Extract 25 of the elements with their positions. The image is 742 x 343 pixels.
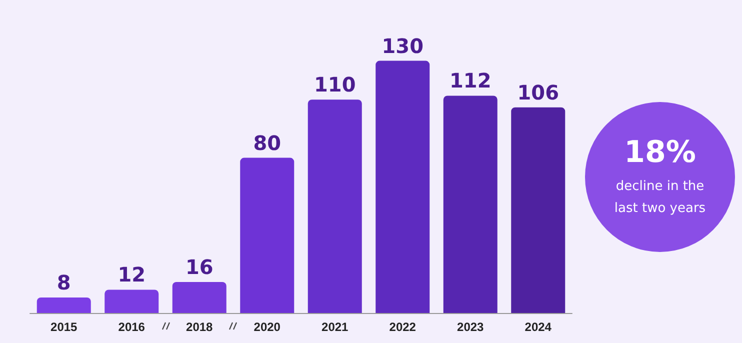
x-tick-label: 2024 [524,320,552,334]
x-tick-label: 2022 [389,320,416,334]
data-label: 130 [382,34,424,58]
x-tick-label: 2021 [322,320,349,334]
x-tick-label: 2016 [118,320,146,334]
data-label: 12 [118,262,146,287]
bar [376,60,430,313]
bar [240,158,294,313]
bar [36,297,91,313]
data-label: 106 [517,80,559,104]
data-label: 8 [56,270,71,294]
bar [104,290,159,313]
data-label: 80 [253,130,282,155]
x-tick-label: 2018 [186,320,214,334]
bar [443,96,498,313]
data-label: 110 [314,72,356,97]
x-tick-label: 2023 [457,320,484,334]
circle-badge: 18% decline in the last two years [585,102,735,252]
data-label: 112 [450,68,492,93]
data-label: 16 [185,254,214,279]
x-tick-label: 2015 [50,320,78,334]
bar [511,107,566,313]
x-tick-label: 2020 [254,320,281,334]
bar [172,282,226,313]
bar [308,100,362,313]
